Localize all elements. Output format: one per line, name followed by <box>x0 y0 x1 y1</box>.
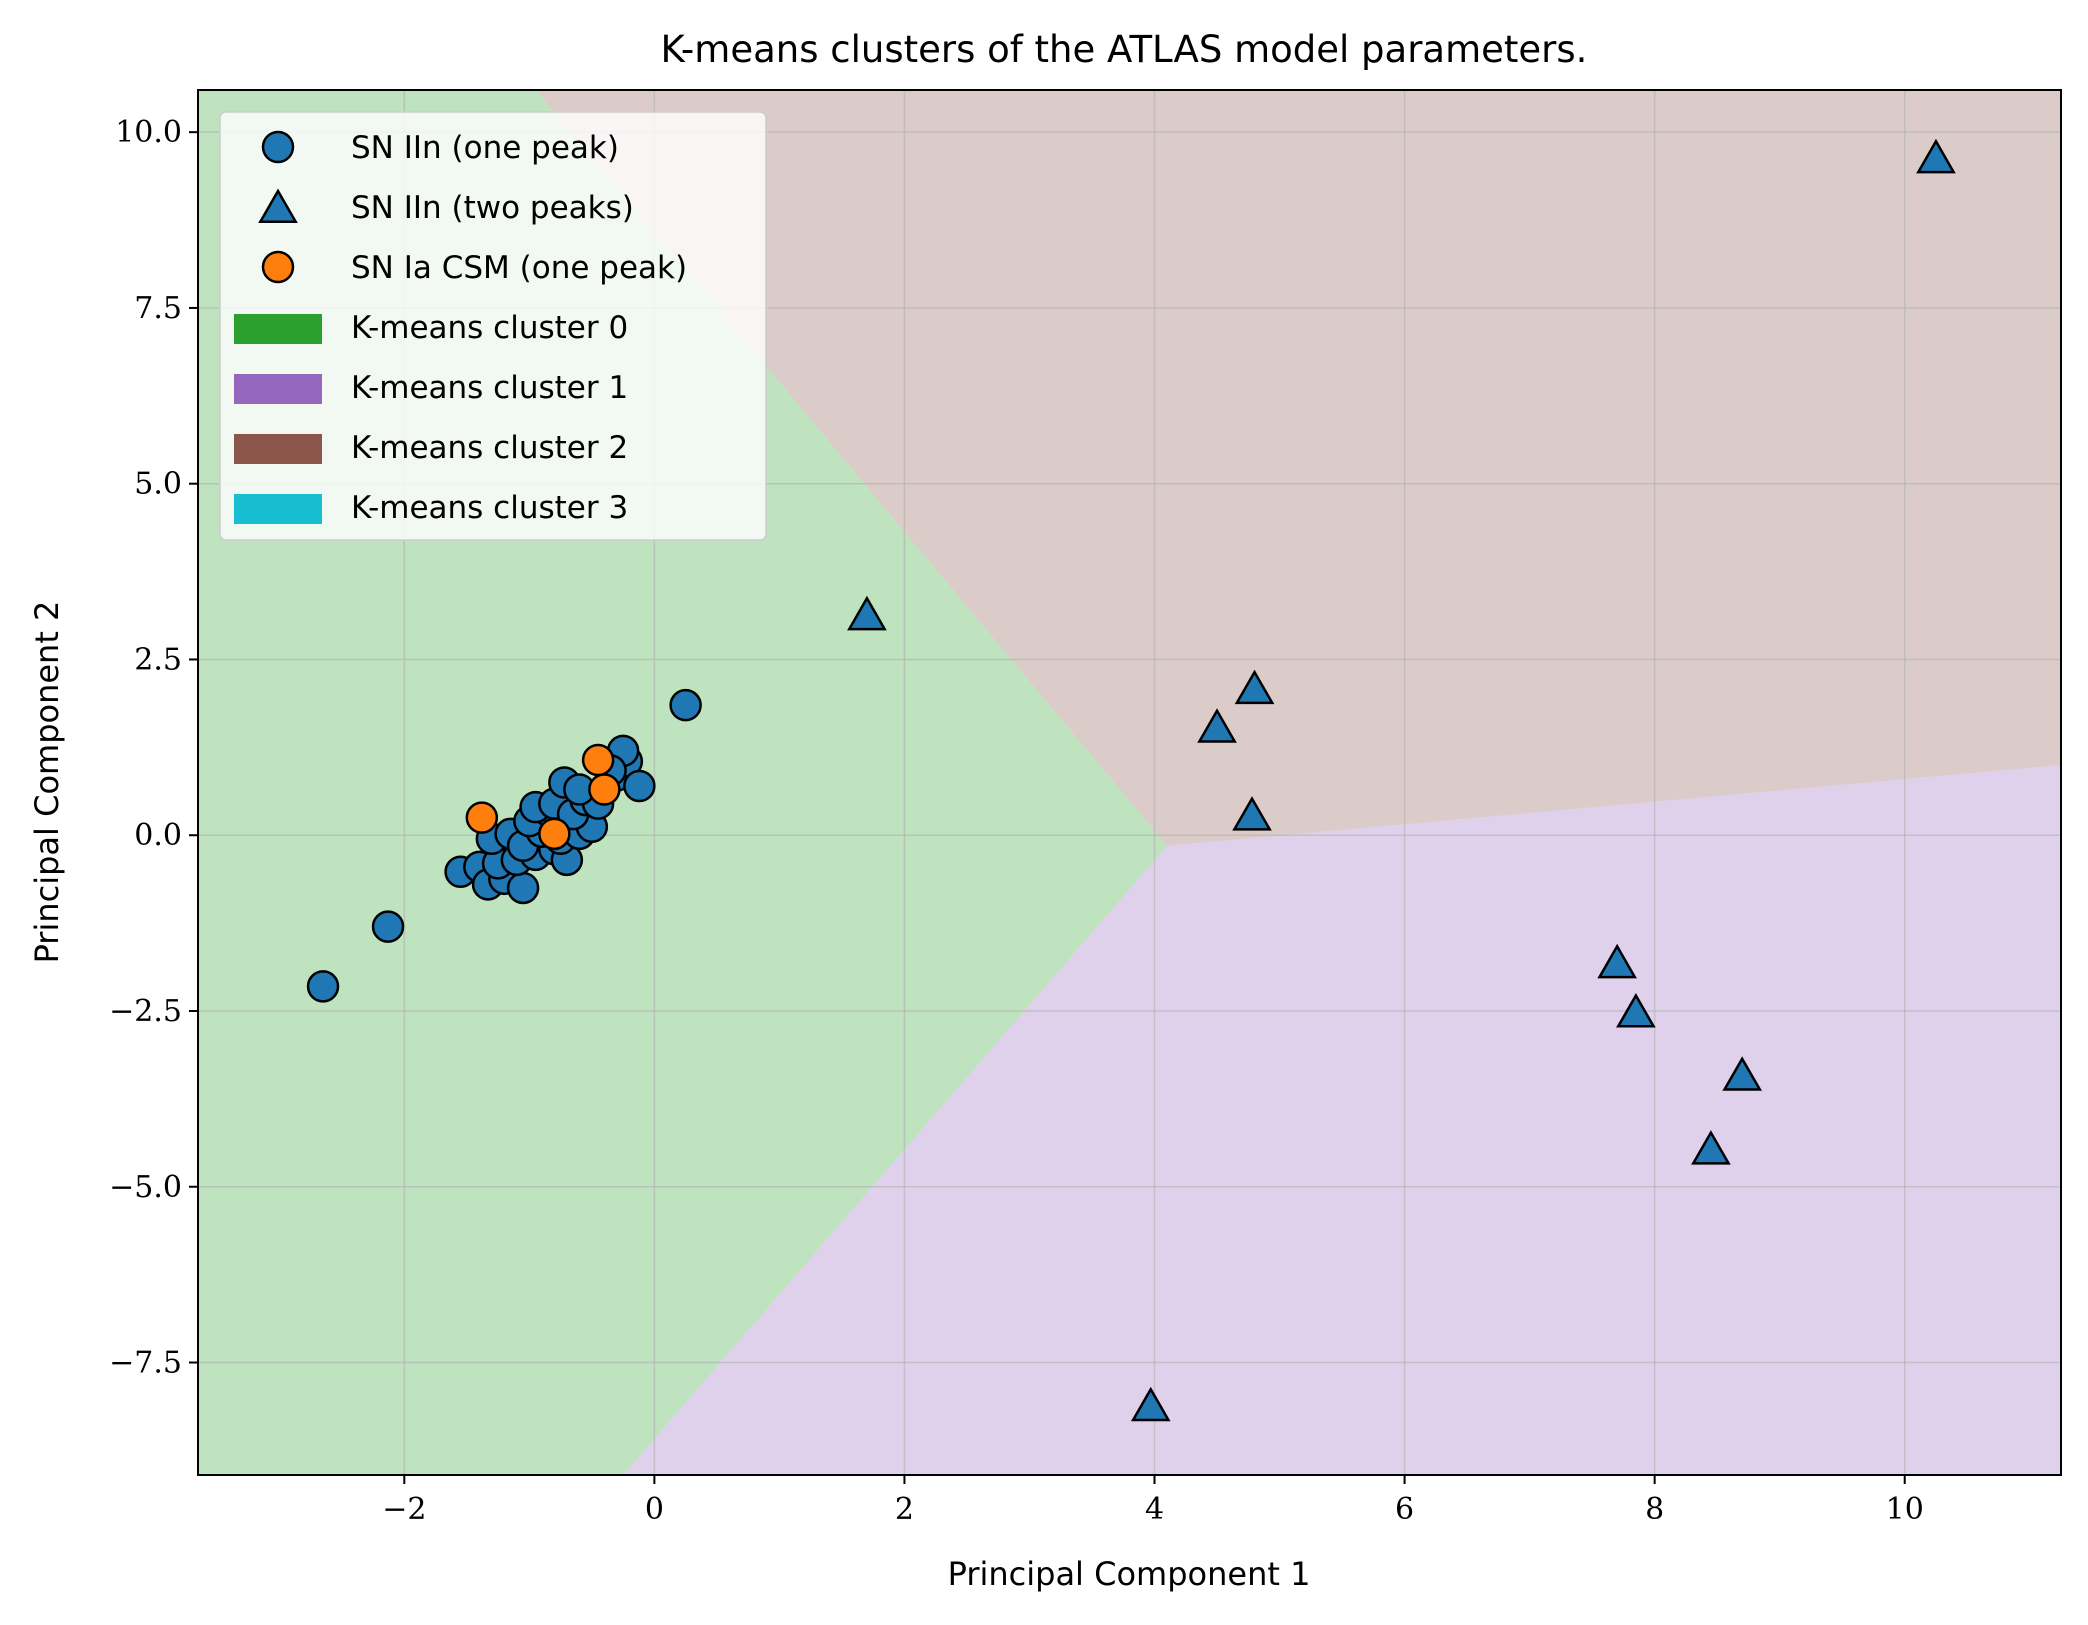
point-series-1 <box>1916 138 1956 174</box>
x-tick-label: 10 <box>1886 1492 1924 1527</box>
legend-label-4: K-means cluster 1 <box>351 370 628 406</box>
cluster-region-1 <box>623 764 2061 1475</box>
x-tick-label: 4 <box>1145 1492 1164 1527</box>
legend-label-3: K-means cluster 0 <box>351 310 628 346</box>
y-tick-label: 7.5 <box>134 291 182 326</box>
chart-title: K-means clusters of the ATLAS model para… <box>661 28 1588 71</box>
plot-frame <box>197 89 2062 1476</box>
legend: SN IIn (one peak) SN IIn (two peaks) SN Ia… <box>219 111 767 541</box>
legend-label-6: K-means cluster 3 <box>351 490 628 526</box>
legend-label-5: K-means cluster 2 <box>351 430 628 466</box>
point-series-2 <box>581 743 615 777</box>
cluster-region-2 <box>535 90 2061 846</box>
legend-label-0: SN IIn (one peak) <box>351 130 619 166</box>
point-series-0 <box>669 688 702 722</box>
point-series-1 <box>1616 992 1656 1028</box>
point-series-1 <box>1232 796 1272 831</box>
x-tick-label: 0 <box>645 1492 664 1527</box>
point-series-1 <box>1597 943 1637 979</box>
x-tick-label: −2 <box>382 1492 426 1527</box>
x-tick-label: 2 <box>895 1492 914 1527</box>
y-tick-label: 10.0 <box>115 115 182 150</box>
x-tick-label: 6 <box>1395 1492 1414 1527</box>
y-tick-label: 2.5 <box>134 642 182 677</box>
legend-patch-4 <box>234 374 322 404</box>
legend-patch-6 <box>234 494 322 524</box>
legend-label-2: SN Ia CSM (one peak) <box>351 250 687 286</box>
legend-patch-3 <box>234 314 322 344</box>
point-series-0 <box>306 970 340 1003</box>
x-tick-label: 8 <box>1645 1492 1664 1527</box>
y-tick-label: 0.0 <box>134 818 182 853</box>
legend-marker-1 <box>258 188 298 224</box>
legend-marker-0 <box>261 130 295 164</box>
legend-patch-5 <box>234 434 322 464</box>
point-series-2 <box>588 773 621 806</box>
y-tick-label: −5.0 <box>109 1170 182 1205</box>
y-axis-label: Principal Component 2 <box>28 601 66 964</box>
y-axis-ticks: −7.5 −5.0 −2.5 0.0 2.5 5.0 7.5 10.0 <box>109 115 198 1381</box>
x-axis-ticks: −2 0 2 4 6 8 10 <box>382 1475 1924 1527</box>
y-tick-label: 5.0 <box>134 467 182 502</box>
point-series-1 <box>1722 1056 1762 1091</box>
point-series-2 <box>538 817 571 851</box>
point-series-0 <box>623 769 656 803</box>
point-series-1 <box>1130 1386 1171 1422</box>
point-series-1 <box>1234 669 1275 705</box>
point-series-1 <box>847 595 887 631</box>
y-tick-label: −7.5 <box>109 1346 182 1381</box>
point-series-2 <box>465 801 499 834</box>
data-points <box>306 138 1956 1422</box>
y-tick-label: −2.5 <box>109 994 182 1029</box>
point-series-0 <box>506 871 540 905</box>
point-series-1 <box>1197 708 1237 743</box>
legend-marker-2 <box>261 250 295 284</box>
point-series-0 <box>371 910 405 943</box>
legend-box <box>219 111 767 541</box>
x-axis-label: Principal Component 1 <box>948 1555 1311 1593</box>
point-series-1 <box>1691 1130 1731 1165</box>
legend-label-1: SN IIn (two peaks) <box>351 190 634 226</box>
